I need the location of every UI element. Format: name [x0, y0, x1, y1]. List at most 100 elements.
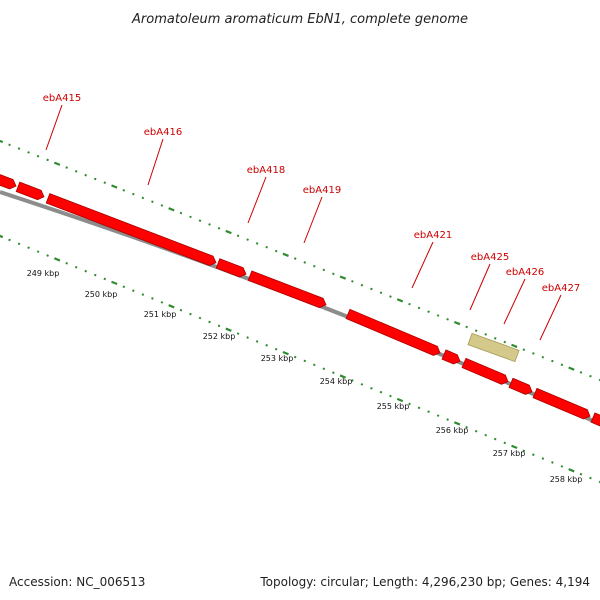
- outer-minor-tick: [255, 242, 259, 245]
- outer-minor-tick: [198, 219, 202, 222]
- gene-label-ebA419: ebA419: [303, 185, 341, 196]
- inner-minor-tick: [103, 277, 107, 281]
- inner-minor-tick: [141, 293, 145, 296]
- map-title: Aromatoleum aromaticum EbN1, complete ge…: [131, 12, 468, 27]
- gene-arrow: [215, 258, 247, 278]
- outer-minor-tick: [189, 215, 192, 219]
- outer-minor-tick: [303, 261, 307, 264]
- inner-major-tick: [568, 468, 575, 473]
- inner-minor-tick: [465, 426, 468, 429]
- outer-minor-tick: [446, 318, 449, 321]
- inner-minor-tick: [560, 465, 564, 468]
- kbp-label: 254 kbp: [320, 377, 353, 386]
- gene-arrow: [532, 387, 591, 420]
- outer-minor-tick: [484, 333, 488, 336]
- outer-minor-tick: [160, 204, 164, 207]
- outer-major-tick: [53, 161, 61, 166]
- outer-minor-tick: [208, 223, 211, 226]
- gene-label-ebA416: ebA416: [144, 127, 182, 138]
- inner-minor-tick: [598, 480, 600, 484]
- inner-minor-tick: [417, 406, 421, 410]
- inner-minor-tick: [493, 437, 497, 441]
- gene-arrow: [247, 270, 327, 309]
- genome-backbone: [0, 190, 600, 426]
- outer-major-tick: [111, 184, 118, 189]
- gene-label-ebA425: ebA425: [471, 252, 509, 263]
- inner-minor-tick: [255, 340, 259, 343]
- outer-minor-tick: [427, 310, 430, 314]
- inner-minor-tick: [132, 289, 135, 292]
- outer-major-tick: [225, 229, 232, 235]
- outer-minor-tick: [474, 329, 478, 332]
- inner-minor-tick: [589, 476, 592, 480]
- gene-label-ebA426: ebA426: [506, 267, 544, 278]
- inner-minor-tick: [246, 336, 249, 339]
- inner-minor-tick: [8, 238, 11, 242]
- kbp-label: 255 kbp: [377, 402, 410, 411]
- inner-minor-tick: [484, 433, 488, 437]
- inner-minor-tick: [151, 297, 154, 300]
- inner-minor-tick: [293, 355, 297, 359]
- outer-minor-tick: [579, 371, 583, 374]
- highlighted-gene: [467, 332, 520, 363]
- inner-minor-tick: [36, 250, 40, 253]
- outer-minor-tick: [74, 170, 78, 173]
- outer-minor-tick: [274, 249, 278, 253]
- inner-major-tick: [511, 444, 518, 450]
- leader-line: [469, 263, 491, 311]
- outer-minor-tick: [8, 143, 11, 147]
- inner-major-tick: [0, 234, 4, 239]
- outer-minor-tick: [236, 234, 240, 238]
- outer-minor-tick: [65, 166, 68, 169]
- outer-major-tick: [339, 275, 347, 280]
- inner-minor-tick: [208, 320, 211, 324]
- inner-minor-tick: [332, 371, 335, 374]
- outer-minor-tick: [322, 268, 326, 272]
- inner-minor-tick: [579, 472, 583, 476]
- outer-minor-tick: [17, 147, 21, 150]
- outer-minor-tick: [93, 177, 97, 181]
- inner-major-tick: [453, 421, 461, 426]
- gene-label-ebA415: ebA415: [43, 93, 81, 104]
- gene-arrow: [45, 193, 217, 266]
- outer-minor-tick: [465, 325, 468, 329]
- leader-line: [147, 138, 164, 186]
- outer-minor-tick: [541, 355, 545, 359]
- inner-minor-tick: [541, 457, 545, 460]
- leader-line: [503, 278, 526, 325]
- inner-minor-tick: [379, 390, 383, 394]
- gene-arrow: [590, 412, 600, 428]
- inner-tick-track: [0, 234, 600, 484]
- inner-minor-tick: [74, 265, 78, 269]
- outer-minor-tick: [332, 272, 335, 276]
- inner-minor-tick: [446, 418, 449, 421]
- outer-minor-tick: [389, 295, 392, 298]
- inner-minor-tick: [265, 344, 268, 347]
- inner-minor-tick: [274, 347, 278, 351]
- outer-minor-tick: [408, 302, 411, 306]
- inner-major-tick: [225, 327, 232, 332]
- outer-minor-tick: [503, 340, 507, 344]
- inner-minor-tick: [160, 301, 164, 304]
- inner-minor-tick: [427, 410, 430, 414]
- inner-major-tick: [111, 280, 118, 286]
- inner-major-tick: [396, 397, 404, 403]
- gene-label-ebA427: ebA427: [542, 283, 580, 294]
- outer-minor-tick: [532, 352, 535, 355]
- leader-line: [45, 104, 63, 151]
- outer-minor-tick: [436, 314, 440, 317]
- outer-major-tick: [568, 366, 575, 371]
- kbp-label: 249 kbp: [27, 269, 60, 278]
- kbp-label: 256 kbp: [436, 426, 469, 435]
- inner-minor-tick: [46, 254, 49, 257]
- inner-minor-tick: [93, 273, 97, 277]
- label-leader-lines: [45, 104, 562, 341]
- outer-major-tick: [168, 207, 175, 212]
- outer-minor-tick: [417, 306, 421, 310]
- outer-minor-tick: [379, 291, 383, 295]
- genome-summary-text: Topology: circular; Length: 4,296,230 bp…: [259, 575, 590, 589]
- inner-minor-tick: [189, 312, 192, 316]
- outer-minor-tick: [265, 245, 268, 249]
- outer-minor-tick: [132, 192, 135, 196]
